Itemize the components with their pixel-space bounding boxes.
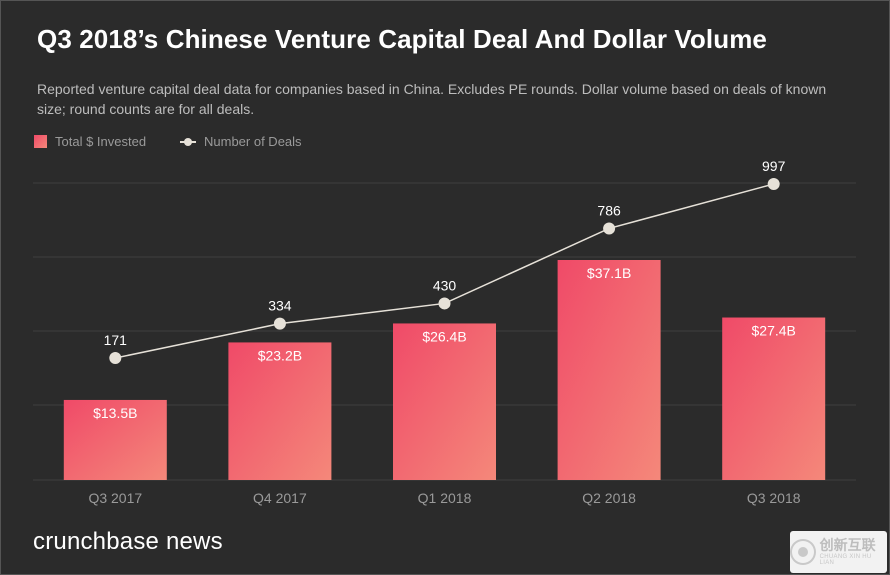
bar-q2-2018 xyxy=(557,260,661,480)
x-tick-label: Q2 2018 xyxy=(582,490,636,506)
deals-value-label: 786 xyxy=(597,202,621,218)
bar-q3-2017 xyxy=(63,399,167,480)
x-tick-label: Q3 2018 xyxy=(747,490,801,506)
legend-bar-swatch xyxy=(34,135,47,148)
deals-point xyxy=(603,222,616,235)
legend-item-invested: Total $ Invested xyxy=(34,134,146,149)
legend-line-label: Number of Deals xyxy=(204,134,302,149)
watermark-en-text: CHUANG XIN HU LIAN xyxy=(819,554,872,566)
chart-subtitle: Reported venture capital deal data for c… xyxy=(37,81,827,117)
deals-point xyxy=(109,352,122,364)
line-series xyxy=(109,178,780,364)
x-tick-label: Q3 2017 xyxy=(88,490,142,506)
crunchbase-news-logo: crunchbase news xyxy=(33,528,223,555)
deals-value-label: 171 xyxy=(104,332,128,348)
watermark: 创新互联 CHUANG XIN HU LIAN xyxy=(790,531,887,573)
data-labels: $13.5B $23.2B $26.4B $37.1B $27.4B 171 334 430 7… xyxy=(93,158,796,421)
x-tick-label: Q1 2018 xyxy=(418,490,472,506)
deals-point xyxy=(273,317,286,330)
bar-value-label: $27.4B xyxy=(752,323,796,339)
gridlines xyxy=(33,182,856,481)
x-tick-label: Q4 2017 xyxy=(253,490,307,506)
bar-series xyxy=(63,260,826,480)
bar-q4-2017 xyxy=(228,342,332,480)
deals-value-label: 334 xyxy=(268,298,292,314)
deals-value-label: 997 xyxy=(762,158,786,174)
watermark-logo-icon xyxy=(790,539,816,565)
deals-value-label: 430 xyxy=(433,277,457,293)
bar-value-label: $13.5B xyxy=(93,405,137,421)
bar-value-label: $26.4B xyxy=(422,328,466,344)
bar-value-label: $37.1B xyxy=(587,265,631,281)
x-axis: Q3 2017 Q4 2017 Q1 2018 Q2 2018 Q3 2018 xyxy=(88,490,800,506)
watermark-cn-text: 创新互联 xyxy=(819,537,876,553)
bar-value-label: $23.2B xyxy=(258,347,302,363)
deals-point xyxy=(767,178,780,190)
bar-q3-2018 xyxy=(722,317,826,480)
chart-title: Q3 2018’s Chinese Venture Capital Deal A… xyxy=(37,24,767,54)
legend-line-marker xyxy=(180,137,196,146)
deals-point xyxy=(438,297,451,310)
legend-item-deals: Number of Deals xyxy=(180,134,302,149)
bar-q1-2018 xyxy=(393,323,496,480)
legend-bar-label: Total $ Invested xyxy=(55,134,147,149)
